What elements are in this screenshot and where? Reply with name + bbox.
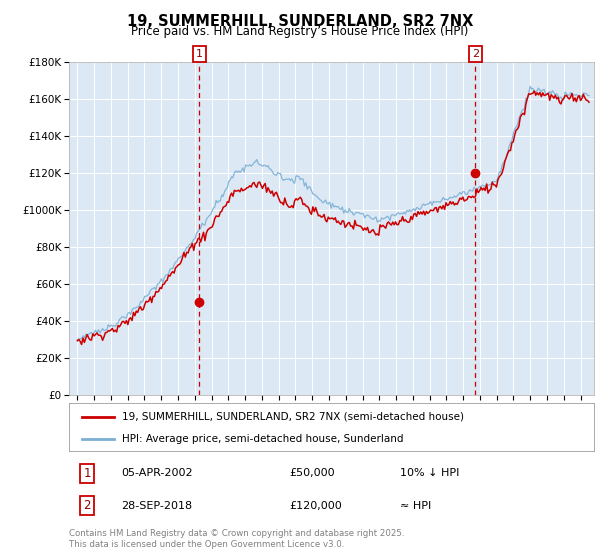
Text: ≈ HPI: ≈ HPI <box>400 501 431 511</box>
Text: 05-APR-2002: 05-APR-2002 <box>121 468 193 478</box>
Text: 28-SEP-2018: 28-SEP-2018 <box>121 501 193 511</box>
Text: 19, SUMMERHILL, SUNDERLAND, SR2 7NX (semi-detached house): 19, SUMMERHILL, SUNDERLAND, SR2 7NX (sem… <box>121 412 464 422</box>
Text: 2: 2 <box>83 499 91 512</box>
Text: 10% ↓ HPI: 10% ↓ HPI <box>400 468 459 478</box>
Text: Price paid vs. HM Land Registry’s House Price Index (HPI): Price paid vs. HM Land Registry’s House … <box>131 25 469 38</box>
Text: 1: 1 <box>196 49 203 59</box>
Text: £50,000: £50,000 <box>290 468 335 478</box>
Text: 2: 2 <box>472 49 479 59</box>
Text: £120,000: £120,000 <box>290 501 342 511</box>
Text: HPI: Average price, semi-detached house, Sunderland: HPI: Average price, semi-detached house,… <box>121 434 403 444</box>
Text: 19, SUMMERHILL, SUNDERLAND, SR2 7NX: 19, SUMMERHILL, SUNDERLAND, SR2 7NX <box>127 14 473 29</box>
Text: Contains HM Land Registry data © Crown copyright and database right 2025.
This d: Contains HM Land Registry data © Crown c… <box>69 529 404 549</box>
Text: 1: 1 <box>83 467 91 480</box>
